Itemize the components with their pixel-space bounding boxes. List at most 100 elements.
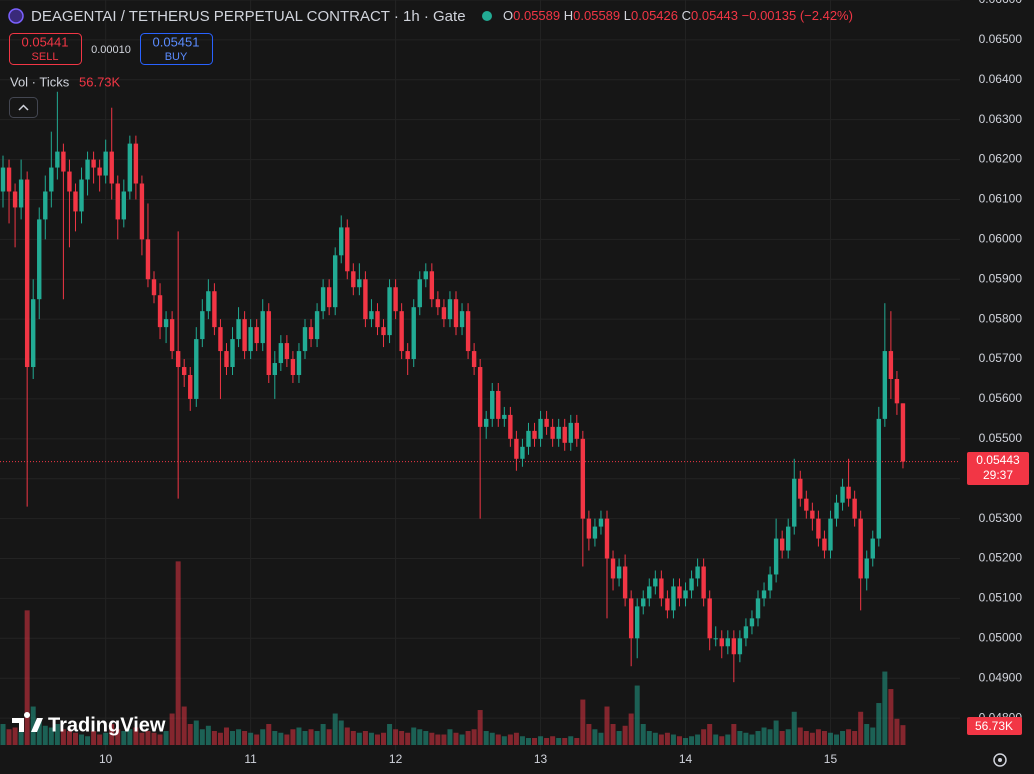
volume-bar — [628, 713, 634, 745]
candle-body — [218, 327, 223, 352]
x-tick-label: 13 — [534, 752, 548, 766]
o-value: 0.05589 — [513, 8, 560, 23]
candle-body — [326, 287, 332, 308]
c-value: 0.05443 — [691, 8, 738, 23]
candle-body — [194, 339, 199, 399]
volume-bar — [97, 734, 103, 745]
volume-bar — [846, 729, 852, 745]
volume-bar — [610, 724, 616, 745]
candle-body — [471, 351, 477, 368]
volume-bar — [0, 724, 6, 745]
volume-bar — [525, 738, 531, 745]
candle-body — [544, 418, 549, 427]
candle-body — [182, 367, 187, 375]
candle-body — [127, 143, 133, 192]
candle-body — [484, 418, 489, 427]
candle-body — [393, 287, 398, 312]
candle-body — [526, 430, 531, 447]
logo-icon — [12, 712, 43, 732]
candle-body — [840, 486, 845, 503]
candle-body — [139, 183, 145, 240]
candle-body — [502, 414, 507, 419]
sell-label: SELL — [32, 51, 59, 63]
volume-bar — [314, 731, 320, 745]
volume-bar — [296, 727, 302, 745]
y-tick-label: 0.06500 — [979, 32, 1023, 46]
settings-button[interactable] — [993, 753, 1007, 767]
candle-body — [846, 486, 851, 499]
candle-body — [133, 143, 139, 184]
y-tick-label: 0.06000 — [979, 232, 1023, 246]
y-tick-label: 0.05200 — [979, 551, 1023, 565]
volume-bar — [278, 732, 284, 745]
volume-bar — [477, 710, 483, 745]
volume-bar — [272, 731, 278, 745]
candle-body — [761, 590, 767, 599]
candle-body — [212, 291, 217, 328]
volume-bar — [489, 732, 495, 745]
candle-body — [804, 498, 809, 511]
volume-bar — [368, 732, 374, 745]
candle-body — [792, 478, 797, 527]
candle-body — [441, 307, 447, 320]
volume-bar — [827, 732, 833, 745]
candle-body — [67, 171, 72, 192]
candle-body — [405, 351, 410, 360]
candle-body — [586, 518, 592, 539]
volume-bar — [459, 734, 465, 745]
collapse-button[interactable] — [9, 97, 38, 118]
candle-body — [435, 299, 441, 308]
candle-body — [550, 426, 555, 439]
volume-bar — [254, 734, 260, 745]
candle-body — [858, 518, 863, 579]
candle-body — [737, 638, 743, 655]
volume-bar — [145, 731, 151, 745]
candle-body — [61, 151, 66, 172]
candle-body — [242, 319, 247, 352]
candle-body — [145, 239, 151, 280]
candle-body — [628, 598, 634, 639]
candle-body — [695, 566, 700, 579]
volume-bar — [797, 727, 803, 745]
candle-body — [290, 359, 296, 375]
volume-bar — [24, 610, 30, 745]
vol-label: Vol · Ticks — [10, 74, 70, 89]
candle-body — [767, 574, 773, 591]
volume-bar — [809, 732, 815, 745]
candle-body — [163, 319, 169, 328]
price-tag — [967, 452, 1029, 485]
volume-bar — [332, 713, 338, 745]
y-tick-label: 0.06100 — [979, 192, 1023, 206]
candle-body — [115, 183, 120, 220]
vol-value: 56.73K — [79, 74, 121, 89]
sell-button[interactable]: 0.05441 SELL — [9, 33, 82, 65]
volume-bar — [743, 732, 749, 745]
volume-bar — [652, 732, 658, 745]
buy-button[interactable]: 0.05451 BUY — [140, 33, 213, 65]
candle-body — [73, 191, 78, 212]
candle-body — [610, 558, 616, 579]
volume-bar — [707, 724, 713, 745]
candle-body — [641, 598, 646, 607]
candle-body — [284, 343, 290, 360]
volume-bar — [30, 706, 36, 745]
y-tick-label: 0.06300 — [979, 112, 1023, 126]
volume-bar — [483, 731, 489, 745]
volume-bar — [169, 713, 175, 745]
volume-bar — [664, 732, 670, 745]
volume-bar — [725, 734, 731, 745]
candle-body — [151, 279, 157, 296]
volume-bar — [187, 724, 193, 745]
candle-body — [604, 518, 610, 559]
volume-bar — [791, 711, 797, 745]
y-tick-label: 0.05800 — [979, 311, 1023, 325]
candle-body — [296, 351, 302, 375]
volume-bar — [381, 732, 387, 745]
volume-bar — [888, 689, 894, 745]
volume-bar — [236, 729, 242, 745]
volume-bar — [803, 731, 809, 745]
candle-body — [157, 295, 163, 328]
volume-bar — [423, 731, 429, 745]
volume-bar — [181, 706, 187, 745]
